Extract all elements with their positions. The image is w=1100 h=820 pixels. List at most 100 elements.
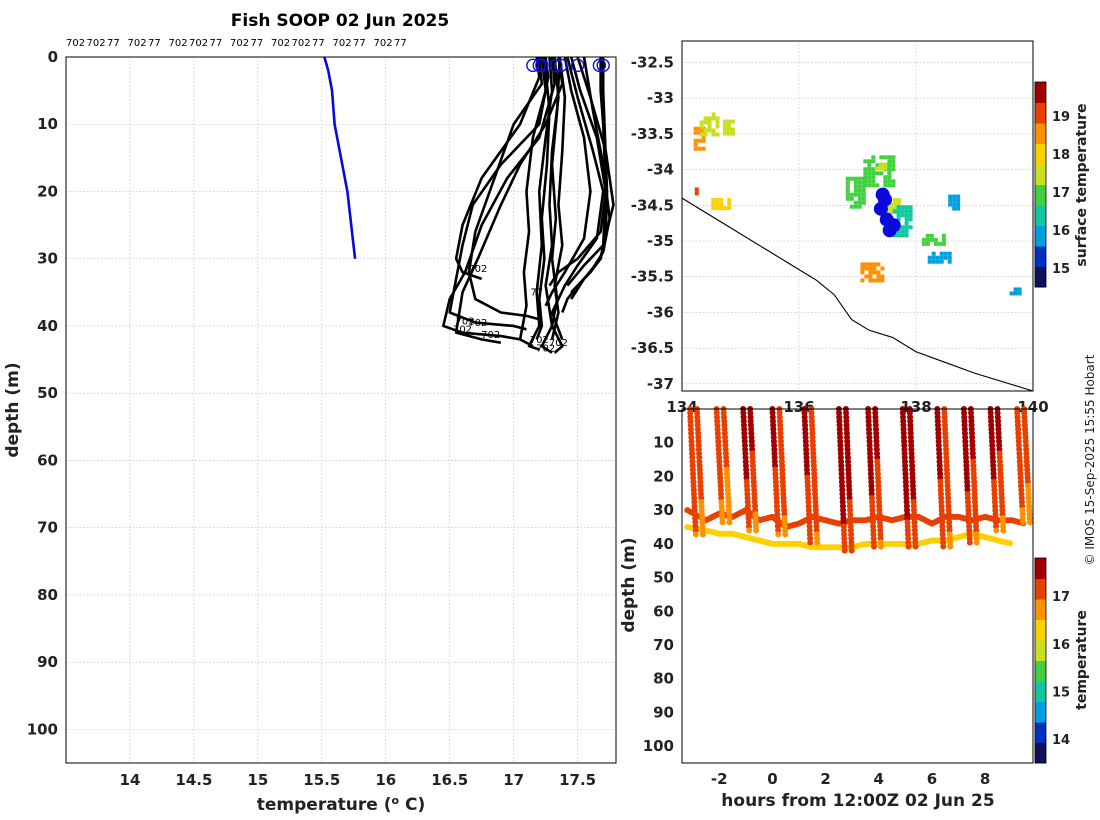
colorbar-tick-label: 19 — [1052, 110, 1070, 125]
sst-cell — [722, 127, 727, 132]
sst-cell — [908, 217, 913, 222]
colorbar-tick-label: 16 — [1052, 638, 1070, 653]
sst-cell — [699, 132, 704, 137]
sst-cell — [900, 209, 905, 214]
sst-cell — [891, 179, 896, 184]
sst-cell — [871, 167, 876, 172]
colorbar-swatch — [1035, 164, 1046, 185]
sst-cell — [857, 196, 862, 201]
sst-cell — [925, 233, 930, 238]
sst-cell — [896, 198, 901, 203]
sst-cell — [853, 192, 858, 197]
sst-cell — [947, 251, 952, 256]
section-x-tick-label: 2 — [820, 770, 830, 788]
section-point — [973, 539, 980, 546]
sst-cell — [701, 146, 706, 151]
profile-annotation: 702 — [549, 338, 568, 349]
black-profile-line — [518, 56, 547, 348]
section-point — [692, 531, 699, 538]
sst-cell — [900, 233, 905, 238]
profile-x-label: temperature (o C) — [257, 794, 426, 815]
sst-cell — [693, 126, 698, 131]
colorbar-swatch — [1035, 742, 1046, 764]
sst-cell — [701, 138, 706, 143]
section-points — [684, 406, 1033, 554]
profile-x-ticks: 14 14.5 15 15.5 16 16.5 17 17.5 — [120, 771, 597, 789]
section-frame — [681, 408, 1034, 764]
sst-cell — [871, 175, 876, 180]
colorbar-outline — [1034, 81, 1047, 288]
black-profiles — [442, 56, 615, 354]
section-point — [726, 519, 733, 526]
map-y-tick-label: -35.5 — [631, 268, 674, 286]
sst-cell — [867, 171, 872, 176]
sst-cell — [948, 202, 953, 207]
section-point — [966, 539, 973, 546]
sst-cell — [933, 237, 938, 242]
surface-marker — [596, 58, 610, 73]
colorbar-swatch — [1035, 599, 1046, 620]
sst-cell — [845, 184, 850, 189]
sst-cell — [900, 225, 905, 230]
sst-cell — [726, 119, 731, 124]
sst-cell — [921, 237, 926, 242]
sst-cell — [939, 251, 944, 256]
sst-cell — [864, 262, 869, 267]
sst-cell — [931, 259, 936, 264]
sst-cell — [845, 188, 850, 193]
sst-cell — [693, 130, 698, 135]
x-tick-label: 16.5 — [431, 771, 468, 789]
x-tick-label: 17 — [503, 771, 524, 789]
sst-cell — [719, 198, 724, 203]
profile-annotation: 702 — [481, 330, 500, 341]
sst-cell — [871, 159, 876, 164]
sst-cell — [904, 209, 909, 214]
sst-cell — [888, 206, 893, 211]
sst-cell — [715, 124, 720, 129]
colorbar-tick-label: 14 — [1052, 733, 1070, 748]
sst-cell — [871, 171, 876, 176]
section-point — [719, 519, 726, 526]
sst-cell — [849, 204, 854, 209]
profile-annotation: 702 — [453, 325, 472, 336]
section-point — [870, 543, 877, 550]
sst-cell — [871, 155, 876, 160]
sst-cell — [853, 176, 858, 181]
colorbar-swatch — [1035, 722, 1046, 743]
map-y-tick-label: -36.5 — [631, 339, 674, 357]
sst-cell — [904, 225, 909, 230]
sst-cell — [867, 163, 872, 168]
sst-cell — [908, 225, 913, 230]
sst-cell — [872, 266, 877, 271]
y-tick-label: 90 — [37, 653, 58, 671]
sst-cell — [693, 146, 698, 151]
sst-cell — [693, 138, 698, 143]
sst-cell — [876, 262, 881, 267]
profile-annotation: 702 — [468, 264, 487, 275]
sst-cell — [860, 278, 865, 283]
sst-cell — [947, 255, 952, 260]
map-colorbar-label: surface temperature — [1074, 103, 1090, 266]
profile-annotation: 77 — [530, 288, 543, 299]
sst-cell — [868, 278, 873, 283]
top-label: 77 — [107, 38, 120, 49]
colorbar-tick-label: 17 — [1052, 186, 1070, 201]
sst-cell — [697, 138, 702, 143]
sst-cell — [941, 237, 946, 242]
sst-cell — [925, 241, 930, 246]
section-y-tick-label: 40 — [653, 535, 674, 553]
colorbar-swatch — [1035, 143, 1046, 165]
sst-cell — [699, 120, 704, 125]
sst-cell — [1017, 287, 1022, 292]
sst-cell — [892, 233, 897, 238]
sst-cell — [857, 188, 862, 193]
sst-cell — [887, 175, 892, 180]
colorbar-tick-label: 17 — [1052, 590, 1070, 605]
colorbar-swatch — [1035, 558, 1046, 579]
section-y-tick-label: 10 — [653, 434, 674, 452]
sst-cell — [707, 116, 712, 121]
section-x-tick-label: -2 — [711, 770, 728, 788]
black-profile-line — [454, 56, 564, 345]
sst-cell — [952, 202, 957, 207]
